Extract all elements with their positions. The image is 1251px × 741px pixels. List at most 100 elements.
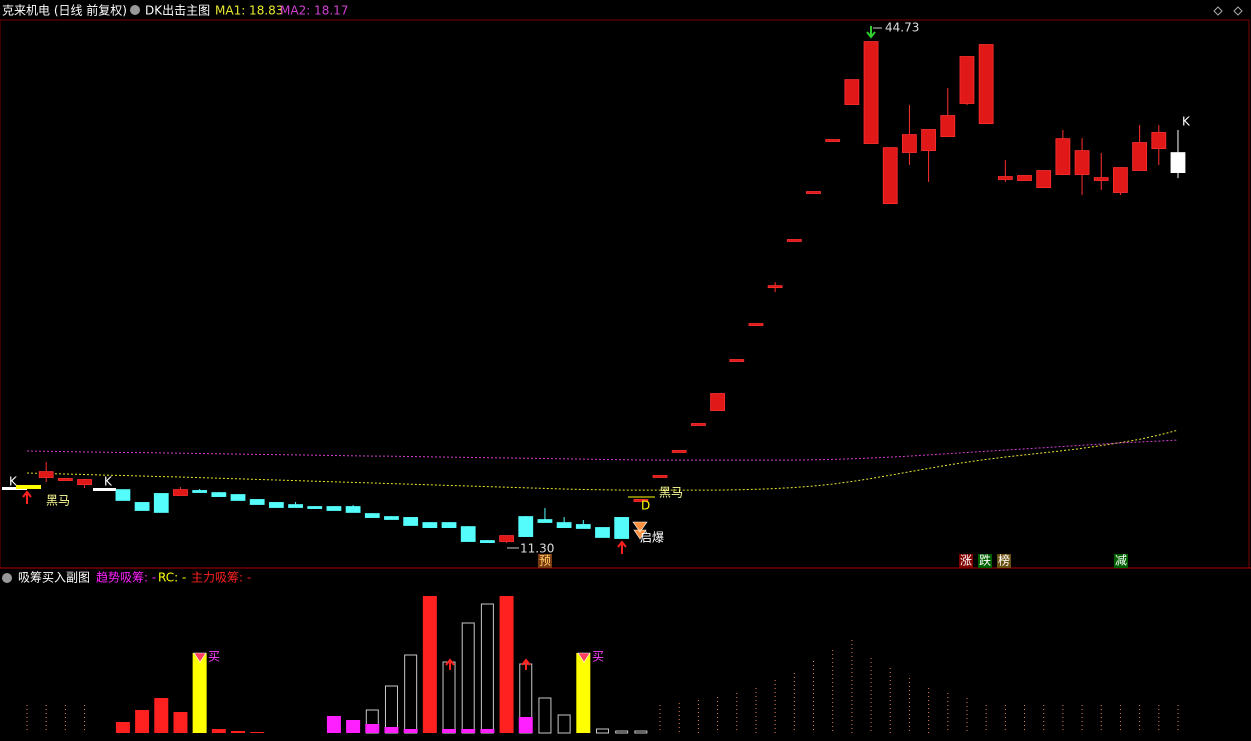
bar	[192, 653, 207, 733]
candle-body	[921, 129, 937, 151]
annotation: 涨	[960, 553, 972, 568]
candle-body	[1132, 142, 1148, 171]
candle-body	[1055, 138, 1071, 175]
annotation: 减	[1115, 554, 1127, 568]
bar	[115, 722, 130, 733]
low-label: 11.30	[520, 541, 554, 555]
bar	[403, 729, 418, 733]
hollow-bar	[480, 603, 494, 734]
hollow-bar	[595, 728, 609, 734]
stock-title: 克来机电 (日线 前复权)	[2, 3, 127, 18]
candle-body	[671, 450, 687, 453]
ignite-icon	[632, 521, 648, 540]
menu-icon[interactable]	[2, 573, 12, 583]
hollow-bar	[615, 730, 629, 734]
buy-arrow	[617, 540, 627, 554]
candle-body	[806, 191, 821, 194]
candle-body	[230, 494, 246, 501]
badge	[959, 554, 973, 568]
window-controls[interactable]	[1213, 6, 1243, 16]
candle-body	[249, 499, 265, 505]
candle-body	[460, 526, 476, 542]
candle-body	[211, 492, 227, 497]
candle-body	[115, 489, 131, 501]
candle-body	[902, 134, 917, 153]
bar	[173, 712, 188, 733]
main-frame	[0, 19, 1250, 569]
candle-body	[422, 522, 438, 528]
candle-body	[1017, 175, 1032, 181]
signal-bar	[93, 488, 116, 491]
candle-body	[748, 323, 764, 326]
bar	[211, 729, 226, 733]
annotation: 黑马	[46, 494, 70, 508]
candle-body	[844, 79, 860, 105]
candle-body	[767, 285, 783, 289]
menu-icon[interactable]	[130, 5, 140, 15]
signal-bar	[16, 485, 41, 489]
buy-label: 买	[592, 650, 604, 664]
sub-title: 吸筹买入副图	[18, 571, 90, 585]
candle-body	[307, 506, 323, 509]
candle-body	[652, 475, 668, 478]
candle-body	[1170, 152, 1186, 173]
buy-icon	[577, 652, 591, 663]
candle-body	[729, 359, 745, 362]
legend-entry: 趋势吸筹: -	[96, 571, 156, 585]
high-label: 44.73	[885, 21, 919, 35]
up-arrow	[445, 658, 455, 670]
hollow-bar	[557, 714, 571, 734]
signal-bar	[2, 487, 27, 490]
legend-entry: RC: -	[158, 571, 186, 585]
candle-body	[38, 471, 54, 478]
bar	[365, 724, 380, 733]
candle-body	[825, 139, 841, 142]
annotation: 预	[539, 554, 551, 568]
candle-body	[77, 479, 92, 485]
candle-body	[614, 517, 630, 539]
annotation: K	[1182, 115, 1191, 129]
candle-body	[1113, 167, 1128, 193]
badge	[1114, 554, 1128, 568]
candle-body	[1093, 177, 1109, 181]
candle-body	[959, 56, 975, 104]
candle-body	[710, 393, 725, 411]
bar	[576, 653, 591, 733]
candle-body	[997, 176, 1013, 180]
indicator-name: DK出击主图	[145, 4, 210, 18]
candle-body	[863, 41, 879, 144]
candle-body	[940, 115, 956, 138]
bar	[154, 698, 169, 733]
bar	[518, 717, 533, 733]
candle-body	[173, 489, 188, 496]
candle-body	[575, 524, 591, 529]
up-arrow	[521, 658, 531, 670]
hollow-bar	[404, 654, 418, 734]
candle-body	[479, 540, 495, 543]
bar	[231, 731, 246, 733]
annotation: 跌	[979, 553, 991, 568]
bar	[346, 720, 361, 733]
candle-body	[268, 502, 284, 508]
annotation: D	[641, 499, 650, 513]
candle-body	[403, 517, 419, 526]
bar	[135, 710, 150, 733]
hollow-bar	[384, 685, 398, 734]
candle-body	[882, 147, 898, 205]
annotation: 黑马	[659, 486, 683, 500]
annotation: 启爆	[640, 531, 664, 545]
candle-body	[1036, 170, 1052, 188]
annotation: 榜	[998, 553, 1010, 568]
hollow-bar	[538, 697, 552, 734]
candle-body	[556, 522, 572, 528]
bar	[422, 596, 437, 733]
hollow-bar	[461, 622, 475, 734]
annotation: K	[9, 475, 18, 489]
ma-line	[26, 429, 1179, 491]
badge	[978, 554, 992, 568]
candle-body	[364, 513, 380, 518]
bar	[384, 727, 399, 733]
